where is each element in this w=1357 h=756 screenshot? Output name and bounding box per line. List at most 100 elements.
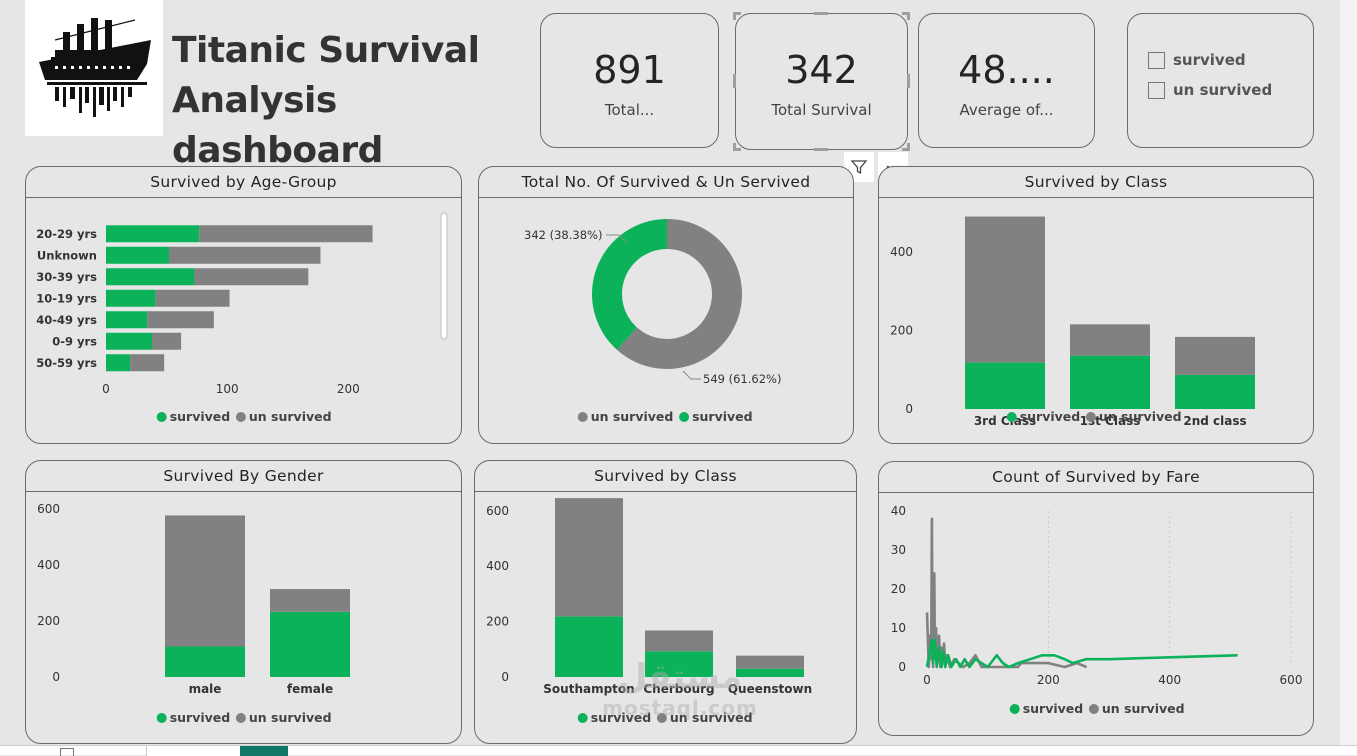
kpi-label: Average of... [959, 101, 1054, 119]
chart-card-fare: Count of Survived by Fare 0 200 400 600 0 10 2… [878, 461, 1314, 736]
axis-tick-label: 2nd class [1183, 414, 1246, 428]
axis-tick-label: male [189, 682, 222, 696]
axis-tick-label: 600 [486, 504, 509, 518]
bar-un-survived [152, 332, 182, 350]
donut-slice-survived [592, 219, 667, 350]
chart-title: Total No. Of Survived & Un Servived [521, 173, 811, 191]
chart-card-gender: Survived By Gender 0 200 400 600 male female s… [25, 460, 462, 744]
chart-title: Survived by Age-Group [150, 173, 337, 191]
axis-tick-label: Cherbourg [643, 682, 714, 696]
legend-label: un survived [1102, 701, 1185, 716]
bar-un-survived [555, 498, 623, 617]
checkbox[interactable] [1148, 51, 1165, 69]
report-canvas: Titanic Survival Analysis dashboard 891 … [25, 0, 1314, 744]
title-line-1: Titanic Survival [172, 30, 480, 71]
chart-title: Survived By Gender [163, 467, 324, 485]
fare-chart: 0 200 400 600 0 10 20 30 40 survived un survived [891, 504, 1303, 716]
legend-marker [679, 412, 690, 422]
legend-label: survived [170, 710, 231, 725]
axis-tick-label: 30-39 yrs [36, 270, 97, 284]
bar-un-survived [1070, 324, 1150, 356]
age-group-chart: 20-29 yrs Unknown 30-39 yrs 10-19 yrs 40-49 … [36, 212, 448, 424]
bar-un-survived [147, 311, 214, 329]
chart-card-age-group: Survived by Age-Group 20-29 yrs Unknown 30… [25, 166, 462, 444]
legend-label: un survived [1099, 409, 1182, 424]
axis-tick-label: 0 [52, 670, 60, 684]
data-label: 342 (38.38%) [524, 228, 602, 242]
axis-tick-label: 0 [898, 660, 906, 674]
bar-survived [106, 332, 153, 350]
legend-marker [1088, 704, 1099, 714]
bar-survived [106, 289, 156, 307]
bar-survived [965, 362, 1045, 409]
bar-un-survived [194, 268, 309, 286]
bar-un-survived [155, 289, 230, 307]
kpi-card-average[interactable]: 48.... Average of... [918, 13, 1095, 148]
axis-tick-label: 0 [102, 382, 110, 396]
survival-slicer: survived un survived [1127, 13, 1314, 148]
axis-tick-label: 0 [501, 670, 509, 684]
page-tab[interactable] [146, 746, 240, 756]
chart-legend: un survived survived [577, 409, 753, 424]
legend-marker [1009, 704, 1020, 714]
bar-survived [106, 225, 200, 243]
bar-un-survived [736, 655, 804, 669]
chart-legend: survived un survived [156, 710, 332, 725]
slicer-option-un-survived[interactable]: un survived [1148, 81, 1272, 99]
legend-marker [235, 412, 246, 422]
legend-label: survived [1023, 701, 1084, 716]
bar-survived [270, 611, 350, 677]
embarked-chart: 0 200 400 600 Southampton Cherbourg Queenstown… [486, 498, 812, 725]
bar-survived [555, 616, 623, 677]
axis-tick-label: 30 [891, 543, 906, 557]
donut-slice-un-survived [616, 219, 742, 369]
axis-tick-label: 400 [1158, 673, 1181, 687]
gender-chart: 0 200 400 600 male female survived un survived [37, 502, 350, 725]
legend-label: survived [1020, 409, 1081, 424]
bar-survived [1175, 374, 1255, 409]
axis-tick-label: 200 [486, 615, 509, 629]
legend-label: un survived [591, 409, 674, 424]
bar-survived [165, 646, 245, 677]
bar-un-survived [165, 515, 245, 647]
bar-un-survived [1175, 336, 1255, 375]
bar-un-survived [270, 589, 350, 612]
leader-line [606, 234, 628, 244]
legend-label: survived [170, 409, 231, 424]
chart-title: Survived by Class [594, 467, 737, 485]
legend-label: un survived [249, 409, 332, 424]
axis-tick-label: 200 [337, 382, 360, 396]
axis-tick-label: Southampton [543, 682, 634, 696]
kpi-card-total[interactable]: 891 Total... [540, 13, 719, 148]
axis-tick-label: 0 [923, 673, 931, 687]
ship-icon [39, 18, 151, 117]
axis-tick-label: Unknown [37, 248, 97, 262]
chart-card-survived-donut: Total No. Of Survived & Un Servived 342 … [478, 166, 854, 444]
axis-tick-label: 600 [37, 502, 60, 516]
vertical-scrollbar[interactable] [1340, 0, 1357, 745]
legend-label: survived [591, 710, 652, 725]
scrollbar-thumb [440, 212, 448, 340]
bar-survived [106, 354, 131, 372]
axis-tick-label: 40-49 yrs [36, 313, 97, 327]
bar-survived [645, 651, 713, 677]
leader-line [682, 370, 701, 380]
checkbox[interactable] [1148, 81, 1165, 99]
page-title: Titanic Survival Analysis dashboard [172, 26, 532, 176]
axis-tick-label: 40 [891, 504, 906, 518]
axis-tick-label: 10 [891, 621, 906, 635]
axis-tick-label: 20 [891, 582, 906, 596]
axis-tick-label: 10-19 yrs [36, 291, 97, 305]
page-tab-active[interactable] [240, 746, 288, 756]
axis-tick-label: female [287, 682, 333, 696]
bar-un-survived [965, 216, 1045, 363]
axis-tick-label: 100 [216, 382, 239, 396]
kpi-card-total-survival[interactable]: 342 Total Survival [735, 13, 908, 150]
kpi-value: 891 [593, 48, 666, 92]
slicer-option-survived[interactable]: survived [1148, 51, 1246, 69]
slicer-option-label: un survived [1173, 81, 1273, 99]
slicer-option-label: survived [1173, 51, 1246, 69]
series-line-survived [925, 638, 1238, 669]
page-icon[interactable] [60, 748, 74, 756]
